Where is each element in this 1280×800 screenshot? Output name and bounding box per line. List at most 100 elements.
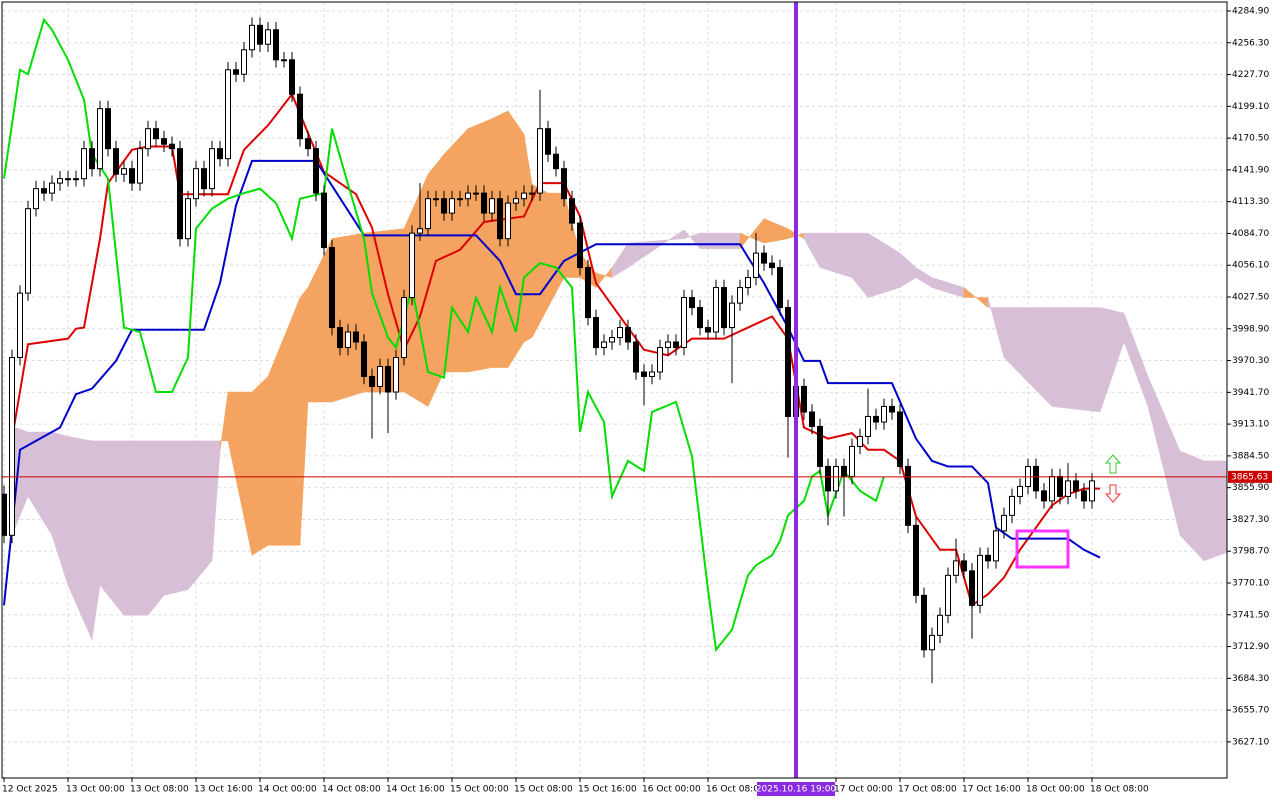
candle-body [585,267,591,319]
time-marker-label: 2025.10.16 19:00 [756,785,837,795]
down-arrow [1104,484,1122,503]
candle-body [545,128,551,155]
candle-body [689,297,695,309]
candle-body [137,148,143,184]
candle-body [105,108,111,150]
candle-body [521,192,527,200]
candle-body [25,208,31,294]
candle-body [57,178,63,184]
candle-body [489,198,495,214]
y-tick-label: 3884.50 [1232,451,1269,461]
candle-body [569,198,575,224]
candle-body [929,634,935,651]
y-tick-label: 4256.30 [1232,38,1269,48]
candle-body [785,307,791,417]
cloud-segment [163,440,189,596]
candle-body [993,530,999,562]
candle-body [753,252,759,279]
candle-body [185,198,191,240]
candle-body [617,327,623,339]
candle-body [841,465,847,477]
candle-body [145,128,151,150]
candle-body [345,331,351,349]
candle-body [2,493,7,536]
candle-body [393,357,399,393]
candle-body [633,341,639,373]
candle-body [129,168,135,184]
candle-body [401,297,407,359]
candle-body [1033,465,1039,492]
candle-body [241,49,247,75]
cloud-segment [123,440,149,616]
candle-body [761,252,767,264]
candle-body [121,168,127,175]
x-tick-label: 14 Oct 00:00 [258,785,317,795]
y-tick-label: 3684.30 [1232,674,1269,684]
x-tick-label: 15 Oct 08:00 [514,785,573,795]
time-marker-box [757,782,835,796]
candle-body [17,292,23,359]
candle-body [209,148,215,190]
cloud-segment [443,128,469,373]
y-tick-label: 4284.90 [1232,7,1269,17]
candle-body [73,178,79,181]
y-tick-label: 3970.30 [1232,356,1269,366]
candle-body [705,327,711,333]
candle-body [273,29,279,61]
candle-body [1017,485,1023,497]
candle-body [1073,480,1079,492]
candle-body [441,198,447,214]
candle-body [809,411,815,427]
current-price-label: 3865.63 [1231,472,1268,482]
y-tick-label: 4199.10 [1232,102,1269,112]
candle-body [9,357,15,536]
indicator-line [3,17,885,653]
candle-body [225,69,231,160]
x-tick-label: 16 Oct 08:00 [706,785,765,795]
y-tick-label: 4141.90 [1232,165,1269,175]
candle-body [161,138,167,145]
candle-body [857,435,863,447]
candle-body [505,202,511,240]
candle-body [657,347,663,373]
candle-body [593,317,599,349]
candle-body [1057,475,1063,497]
cloud-segment [331,232,365,403]
y-tick-label: 4027.50 [1232,293,1269,303]
candle-body [833,465,839,492]
candle-body [177,148,183,240]
candle-body [649,371,655,377]
candle-body [817,425,823,467]
candle-body [777,267,783,309]
candle-body [849,445,855,477]
x-tick-label: 13 Oct 16:00 [194,785,253,795]
y-tick-label: 3941.70 [1232,388,1269,398]
y-tick-label: 4227.70 [1232,70,1269,80]
candle-body [737,287,743,304]
x-tick-label: 15 Oct 00:00 [450,785,509,795]
cloud-segment [251,375,269,556]
candle-body [377,365,383,387]
candle-body [897,411,903,467]
candle-body [905,465,911,526]
y-tick-label: 3998.90 [1232,324,1269,334]
candle-body [257,24,263,45]
x-tick-label: 15 Oct 16:00 [578,785,637,795]
x-tick-label: 14 Oct 08:00 [322,785,381,795]
y-tick-label: 4113.30 [1232,197,1269,207]
candle-body [641,371,647,377]
candle-body [801,385,807,413]
candle-body [865,415,871,437]
candle-body [681,297,687,349]
plot-frame [1,1,1228,779]
candle-body [961,560,967,572]
candle-body [1049,475,1055,502]
candle-body [665,341,671,349]
candle-body [321,192,327,249]
candle-body [289,59,295,95]
candle-body [169,143,175,150]
cloud-segment [1051,307,1101,413]
candle-body [81,148,87,180]
x-tick-label: 17 Oct 08:00 [898,785,957,795]
